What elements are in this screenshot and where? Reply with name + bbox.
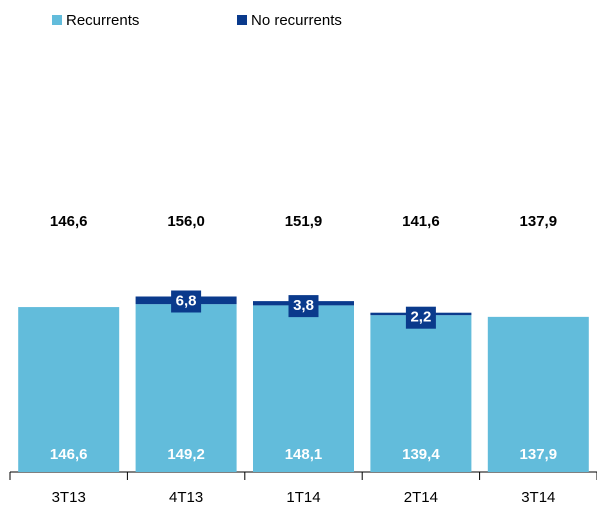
legend-label: No recurrents	[251, 12, 342, 29]
bar-label: 149,2	[167, 446, 205, 463]
bar-label: 2,2	[410, 309, 431, 326]
bar-segment	[487, 316, 589, 472]
bar-segment	[253, 305, 354, 472]
legend-swatch	[237, 15, 247, 25]
x-tick-label: 1T14	[286, 489, 320, 506]
bar-label: 3,8	[293, 297, 314, 314]
bar-segment	[18, 307, 120, 472]
bar-segment	[370, 315, 472, 472]
x-tick-label: 2T14	[404, 489, 438, 506]
legend-swatch	[52, 15, 62, 25]
total-label: 141,6	[402, 213, 440, 230]
bar-label: 137,9	[520, 446, 558, 463]
total-label: 137,9	[520, 213, 558, 230]
bar-segment	[135, 304, 237, 472]
bar-label: 139,4	[402, 446, 440, 463]
total-label: 151,9	[285, 213, 323, 230]
x-tick-label: 4T13	[169, 489, 203, 506]
bar-label: 6,8	[176, 292, 197, 309]
bar-label-box	[288, 295, 319, 318]
total-label: 146,6	[50, 213, 88, 230]
x-tick-label: 3T14	[521, 489, 555, 506]
bar-label: 148,1	[285, 446, 323, 463]
bar-label-box	[171, 290, 202, 313]
legend-label: Recurrents	[66, 12, 139, 29]
x-tick-label: 3T13	[52, 489, 86, 506]
total-label: 156,0	[167, 213, 205, 230]
bar-label: 146,6	[50, 446, 88, 463]
bar-label-box	[405, 306, 436, 329]
